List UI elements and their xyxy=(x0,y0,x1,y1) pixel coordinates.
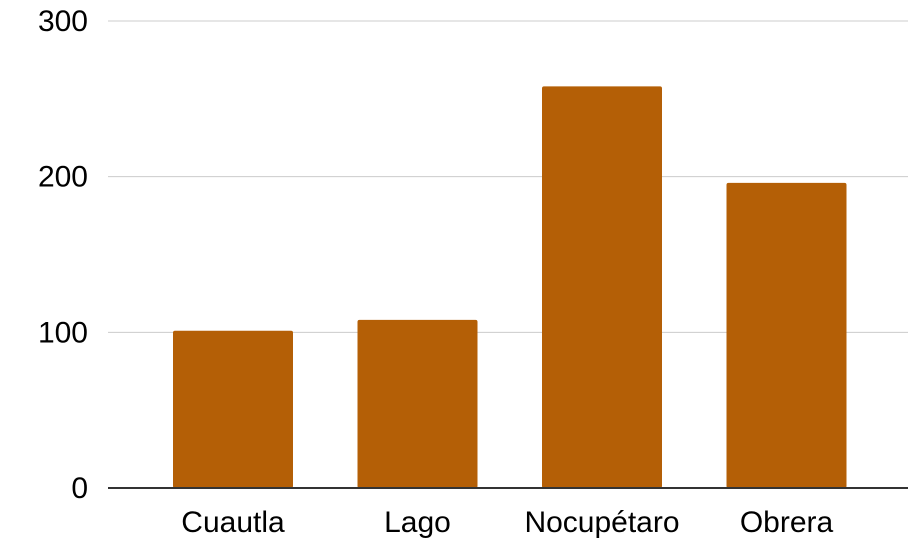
y-tick-label: 0 xyxy=(71,472,88,505)
y-tick-label: 100 xyxy=(38,316,88,349)
bar-obrera xyxy=(726,182,847,489)
bars xyxy=(173,86,847,489)
x-tick-label: Cuautla xyxy=(181,506,285,539)
y-tick-labels: 0 100 200 300 xyxy=(38,5,88,505)
bar-nocupétaro xyxy=(542,86,662,488)
x-tick-labels: Cuautla Lago Nocupétaro Obrera xyxy=(181,506,833,539)
x-tick-label: Nocupétaro xyxy=(524,506,679,539)
y-tick-label: 300 xyxy=(38,5,88,38)
x-tick-label: Lago xyxy=(384,506,451,539)
bar-lago xyxy=(357,319,478,488)
bar-cuautla xyxy=(173,330,293,488)
x-tick-label: Obrera xyxy=(740,506,834,539)
y-tick-label: 200 xyxy=(38,161,88,194)
